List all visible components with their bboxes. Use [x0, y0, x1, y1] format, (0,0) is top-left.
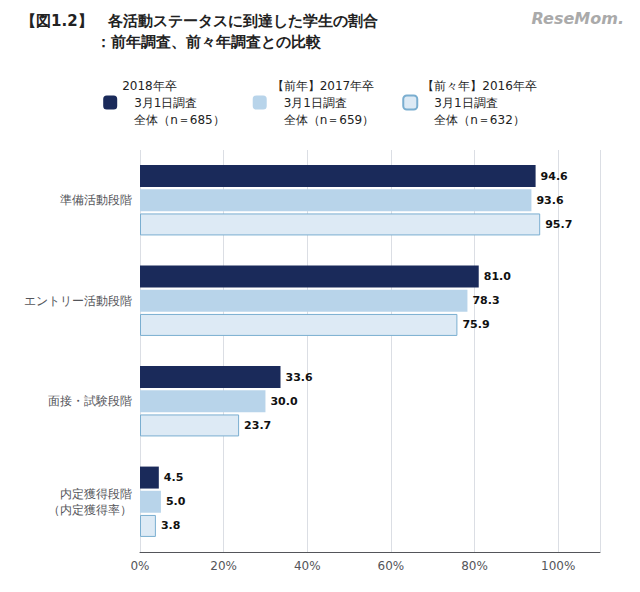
svg-text:100%: 100%: [541, 559, 575, 573]
svg-text:30.0: 30.0: [270, 395, 297, 408]
svg-text:全体（n＝632）: 全体（n＝632）: [422, 113, 525, 127]
svg-text:78.3: 78.3: [472, 294, 499, 307]
svg-text:75.9: 75.9: [462, 318, 489, 331]
svg-text:（内定獲得率）: （内定獲得率）: [48, 503, 132, 517]
svg-text:4.5: 4.5: [164, 471, 184, 484]
svg-text:80%: 80%: [461, 559, 488, 573]
svg-text:3月1日調査: 3月1日調査: [272, 96, 347, 110]
svg-text:5.0: 5.0: [166, 495, 186, 508]
svg-text:81.0: 81.0: [484, 270, 511, 283]
svg-text:33.6: 33.6: [286, 371, 313, 384]
svg-text:2018年卒: 2018年卒: [122, 79, 177, 93]
svg-text:準備活動段階: 準備活動段階: [60, 193, 132, 207]
svg-text:40%: 40%: [294, 559, 321, 573]
svg-text:23.7: 23.7: [244, 419, 271, 432]
svg-text:内定獲得段階: 内定獲得段階: [60, 487, 132, 501]
svg-text:20%: 20%: [210, 559, 237, 573]
svg-text:：前年調査、前々年調査との比較: ：前年調査、前々年調査との比較: [21, 33, 322, 51]
svg-text:3月1日調査: 3月1日調査: [122, 96, 197, 110]
svg-text:3.8: 3.8: [161, 519, 181, 532]
svg-text:【図1.2】 各活動ステータスに到達した学生の割合: 【図1.2】 各活動ステータスに到達した学生の割合: [21, 12, 378, 30]
svg-text:94.6: 94.6: [541, 170, 568, 183]
svg-text:全体（n＝659）: 全体（n＝659）: [272, 113, 375, 127]
svg-text:【前々年】2016年卒: 【前々年】2016年卒: [422, 79, 537, 93]
svg-text:95.7: 95.7: [545, 218, 572, 231]
svg-text:93.6: 93.6: [536, 194, 563, 207]
svg-text:ReseMom.: ReseMom.: [532, 9, 624, 28]
svg-text:面接・試験段階: 面接・試験段階: [48, 394, 132, 408]
svg-text:3月1日調査: 3月1日調査: [422, 96, 497, 110]
svg-text:【前年】2017年卒: 【前年】2017年卒: [272, 79, 375, 93]
svg-text:60%: 60%: [378, 559, 405, 573]
svg-text:エントリー活動段階: エントリー活動段階: [24, 294, 132, 308]
svg-text:0%: 0%: [130, 559, 149, 573]
svg-text:全体（n＝685）: 全体（n＝685）: [122, 113, 225, 127]
